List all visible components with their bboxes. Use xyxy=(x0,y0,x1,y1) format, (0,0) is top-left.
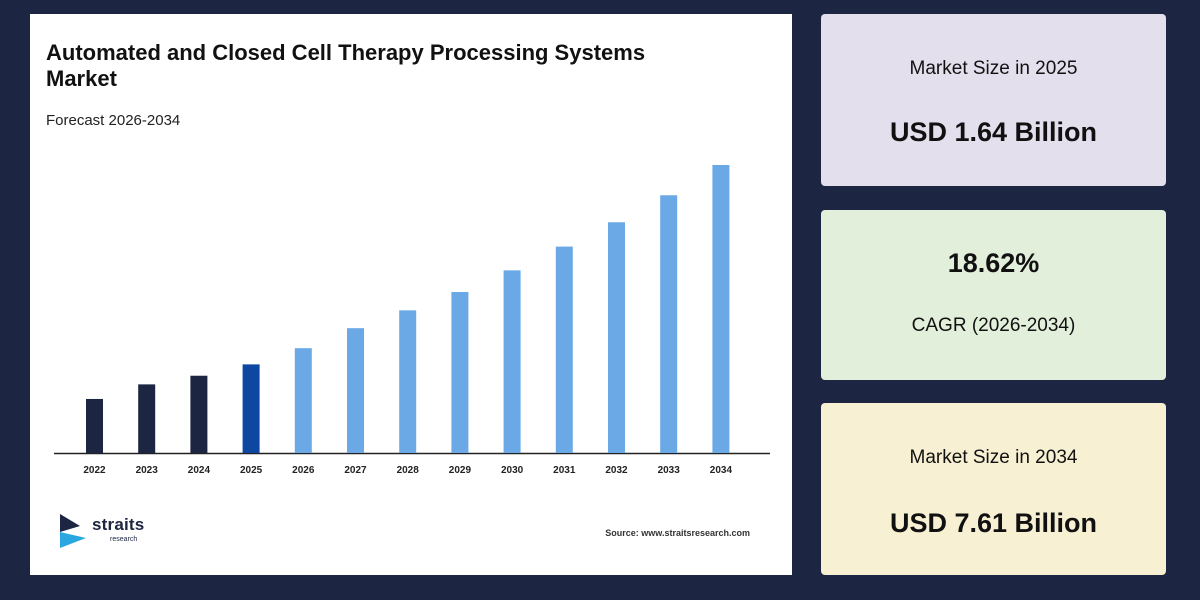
bar-2029 xyxy=(451,291,469,453)
bar-chart: 2022 2023 2024 2025 2026 2027 2028 2029 2030 2031… xyxy=(54,165,770,476)
bar-2023 xyxy=(138,384,156,453)
x-tick-label: 2032 xyxy=(605,465,628,476)
logo-name: straits xyxy=(92,515,145,534)
source-note: Source: www.straitsresearch.com xyxy=(605,528,750,538)
x-tick-label: 2030 xyxy=(501,465,524,476)
chart-subtitle: Forecast 2026-2034 xyxy=(46,112,181,129)
x-tick-label: 2031 xyxy=(553,465,576,476)
card-cagr: 18.62% CAGR (2026-2034) xyxy=(821,210,1166,380)
card-label: Market Size in 2034 xyxy=(909,447,1078,468)
bar-2022 xyxy=(86,398,103,453)
bar-2025 xyxy=(242,364,260,453)
x-tick-label: 2026 xyxy=(292,465,315,476)
bar-2028 xyxy=(399,310,417,453)
x-tick-label: 2024 xyxy=(188,465,211,476)
straits-logo: straits research xyxy=(58,512,178,552)
card-value: 18.62% xyxy=(947,248,1040,278)
x-tick-label: 2034 xyxy=(710,465,733,476)
card-value: USD 7.61 Billion xyxy=(889,508,1098,538)
x-tick-label: 2029 xyxy=(449,465,472,476)
card-market-size-2034: Market Size in 2034 USD 7.61 Billion xyxy=(821,403,1166,575)
x-tick-label: 2022 xyxy=(83,465,106,476)
x-tick-label: 2023 xyxy=(136,465,159,476)
card-label: Market Size in 2025 xyxy=(909,58,1078,79)
bar-2033 xyxy=(660,195,678,453)
bar-2034 xyxy=(712,165,730,453)
bar-2030 xyxy=(503,270,521,453)
straits-logo-icon xyxy=(60,514,86,548)
bar-2026 xyxy=(294,348,312,453)
chart-panel: 2022 2023 2024 2025 2026 2027 2028 2029 2030 2031… xyxy=(30,14,792,575)
bar-2031 xyxy=(555,246,573,453)
card-market-size-2025: Market Size in 2025 USD 1.64 Billion xyxy=(821,14,1166,186)
card-label: CAGR (2026-2034) xyxy=(911,315,1076,336)
x-tick-label: 2027 xyxy=(344,465,367,476)
x-tick-label: 2025 xyxy=(240,465,263,476)
bar-2024 xyxy=(190,375,208,453)
bar-2027 xyxy=(347,328,364,453)
x-tick-label: 2033 xyxy=(658,465,681,476)
x-tick-label: 2028 xyxy=(397,465,420,476)
logo-subtext: research xyxy=(110,536,138,543)
chart-title: Automated and Closed Cell Therapy Proces… xyxy=(46,40,646,91)
bar-2032 xyxy=(608,222,625,453)
card-value: USD 1.64 Billion xyxy=(889,117,1098,147)
